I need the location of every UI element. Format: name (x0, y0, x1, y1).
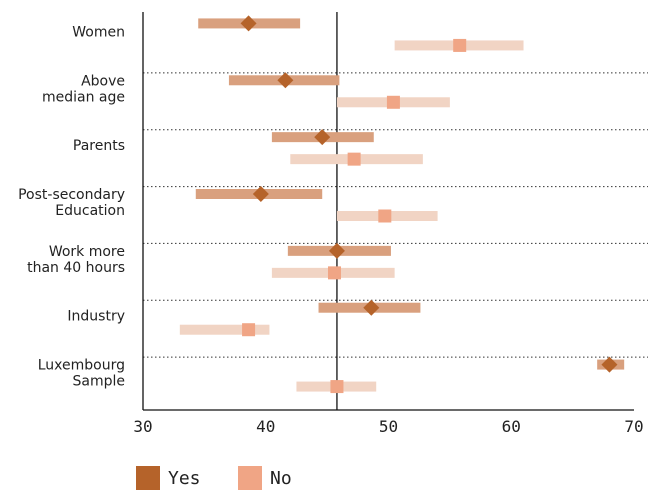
point-marker-yes (277, 72, 294, 89)
point-marker-yes (314, 129, 331, 146)
x-tick-label: 30 (133, 417, 152, 436)
category-label: than 40 hours (27, 260, 125, 276)
point-marker-no (330, 380, 344, 394)
legend-swatch (238, 466, 262, 490)
point-marker-no (378, 209, 392, 223)
category-label: Above (81, 73, 125, 89)
category-label: Work more (49, 244, 125, 260)
point-marker-yes (240, 15, 257, 32)
point-markers (240, 15, 618, 394)
category-label: Industry (67, 309, 125, 325)
point-marker-yes (601, 356, 618, 373)
category-label: Luxembourg (38, 358, 125, 374)
point-marker-yes (252, 186, 269, 202)
x-tick-label: 40 (256, 417, 275, 436)
category-separators (143, 72, 648, 358)
x-tick-label: 60 (502, 417, 521, 436)
category-label: Parents (73, 138, 125, 154)
x-tick-labels: 30 40 50 60 70 (133, 417, 643, 436)
point-marker-no (386, 95, 400, 109)
point-marker-no (347, 152, 361, 166)
legend-label: Yes (168, 468, 201, 489)
legend: Yes No (136, 466, 292, 490)
range-bar-no (179, 324, 270, 335)
x-tick-label: 70 (624, 417, 643, 436)
legend-label: No (270, 468, 292, 489)
category-label: Women (72, 24, 125, 40)
category-label: median age (42, 89, 125, 105)
x-tick-label: 50 (379, 417, 398, 436)
point-marker-yes (363, 299, 380, 316)
category-label: Education (55, 203, 125, 219)
axes (142, 12, 634, 411)
point-marker-no (242, 323, 256, 337)
category-label: Post-secondary (18, 187, 125, 203)
legend-swatch (136, 466, 160, 490)
category-label: Sample (73, 374, 126, 390)
point-marker-no (453, 38, 467, 52)
point-marker-yes (328, 242, 345, 259)
point-marker-no (327, 266, 341, 280)
